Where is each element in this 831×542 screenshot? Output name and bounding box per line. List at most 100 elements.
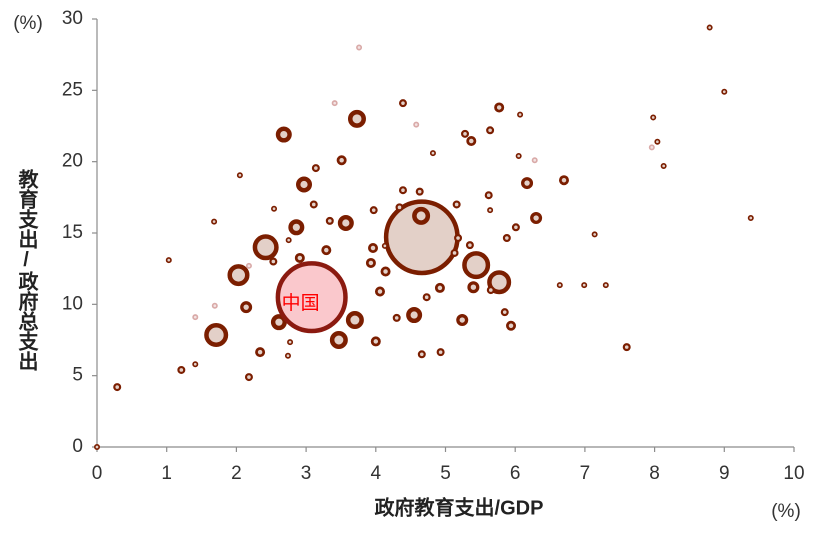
bubble — [311, 164, 320, 173]
bubble — [336, 155, 347, 166]
bubble — [211, 302, 218, 309]
bubble — [240, 301, 253, 314]
bubble — [650, 114, 657, 121]
bubble — [422, 293, 431, 302]
bubble — [395, 203, 404, 212]
bubble — [486, 286, 495, 295]
bubble — [368, 242, 379, 253]
bubble — [113, 383, 122, 392]
bubble — [452, 200, 461, 209]
bubble — [654, 138, 661, 145]
bubble — [494, 102, 505, 113]
bubble-label: 中国 — [282, 292, 320, 314]
bubble — [252, 234, 279, 261]
bubble — [517, 111, 524, 118]
bubble — [486, 126, 495, 135]
bubble — [558, 175, 569, 186]
y-axis-label: 教育支出/政府总支出 — [15, 168, 38, 372]
bubble — [325, 216, 334, 225]
bubble — [591, 231, 598, 238]
bubble — [296, 176, 313, 193]
bubble — [321, 245, 332, 256]
bubble — [521, 177, 534, 190]
bubble — [556, 282, 563, 289]
bubble — [270, 314, 287, 331]
bubble — [456, 314, 469, 327]
bubble — [602, 282, 609, 289]
bubble — [347, 109, 366, 128]
bubble — [93, 444, 100, 451]
bubble — [374, 286, 385, 297]
bubble — [192, 361, 199, 368]
bubble — [406, 307, 423, 324]
bubble — [365, 257, 376, 268]
bubble — [275, 261, 348, 334]
x-tick-label: 3 — [301, 463, 312, 484]
bubble — [177, 365, 186, 374]
x-tick-label: 4 — [371, 463, 382, 484]
bubble — [515, 152, 522, 159]
bubble — [337, 215, 354, 232]
bubble — [706, 24, 713, 31]
bubble — [192, 314, 199, 321]
bubble — [465, 241, 474, 250]
bubble — [484, 191, 493, 200]
x-tick-label: 7 — [580, 463, 591, 484]
bubble — [284, 352, 291, 359]
bubble — [487, 207, 494, 214]
y-tick-label: 20 — [62, 151, 83, 172]
bubble — [271, 205, 278, 212]
x-tick-label: 5 — [440, 463, 451, 484]
y-tick-label: 15 — [62, 222, 83, 243]
bubble — [466, 135, 477, 146]
bubble — [285, 237, 292, 244]
y-tick-label: 10 — [62, 293, 83, 314]
bubble — [165, 257, 172, 264]
x-tick-label: 0 — [92, 463, 103, 484]
bubble — [236, 172, 243, 179]
bubble — [369, 206, 378, 215]
bubble — [434, 282, 445, 293]
bubble — [287, 339, 294, 346]
x-tick-label: 1 — [161, 463, 172, 484]
x-tick-label: 10 — [783, 463, 804, 484]
bubble — [381, 242, 388, 249]
bubble — [415, 187, 424, 196]
bubble — [244, 373, 253, 382]
bubble — [392, 313, 401, 322]
bubble — [462, 251, 491, 280]
x-axis-label: 政府教育支出/GDP — [375, 495, 544, 519]
bubble — [329, 331, 348, 349]
x-tick-label: 9 — [719, 463, 730, 484]
bubble — [288, 219, 305, 236]
bubble — [309, 200, 318, 209]
bubble — [227, 264, 250, 287]
bubble — [380, 266, 391, 277]
bubble — [487, 270, 512, 295]
x-tick-label: 6 — [510, 463, 521, 484]
x-tick-label: 8 — [649, 463, 660, 484]
x-unit: (%) — [771, 501, 801, 522]
y-tick-label: 5 — [72, 365, 83, 386]
bubble — [530, 212, 543, 225]
bubble — [294, 252, 305, 263]
bubble — [436, 348, 445, 357]
bubble — [255, 347, 266, 358]
bubble — [204, 323, 229, 348]
bubble — [500, 308, 509, 317]
bubble — [747, 215, 754, 222]
bubble — [370, 336, 381, 347]
y-unit: (%) — [13, 13, 43, 34]
bubble — [356, 44, 363, 51]
bubble — [660, 162, 667, 169]
bubble — [511, 223, 520, 232]
bubble — [721, 88, 728, 95]
bubble — [461, 129, 470, 138]
bubble — [331, 100, 338, 107]
y-tick-label: 0 — [72, 436, 83, 457]
bubble — [581, 282, 588, 289]
y-tick-label: 25 — [62, 79, 83, 100]
bubble — [412, 206, 431, 225]
bubble — [275, 126, 292, 143]
